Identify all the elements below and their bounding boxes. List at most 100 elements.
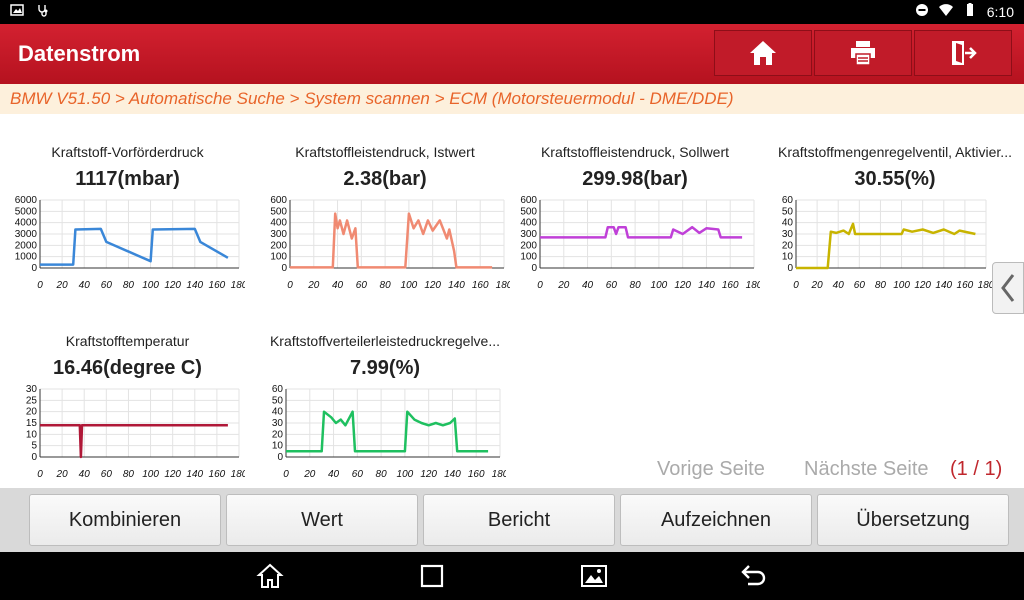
x-tick-label: 100 (142, 469, 159, 480)
y-tick-label: 100 (520, 252, 537, 263)
chart-title: Kraftstoff-Vorförderdruck (51, 144, 204, 160)
chart-value: 299.98(bar) (582, 168, 688, 190)
y-tick-label: 5 (31, 441, 37, 452)
x-tick-label: 20 (56, 280, 69, 291)
x-tick-label: 40 (79, 469, 91, 480)
y-tick-label: 25 (26, 395, 38, 406)
y-tick-label: 200 (520, 240, 537, 251)
y-tick-label: 30 (782, 229, 794, 240)
recent-apps-icon[interactable] (418, 562, 446, 590)
y-tick-label: 0 (787, 263, 793, 274)
x-tick-label: 80 (123, 469, 135, 480)
x-tick-label: 40 (328, 469, 340, 480)
series-line (40, 424, 228, 459)
x-tick-label: 180 (231, 469, 245, 480)
y-tick-label: 4000 (15, 218, 38, 229)
y-tick-label: 600 (270, 195, 287, 206)
chevron-left-icon (1001, 274, 1015, 302)
back-icon[interactable] (740, 562, 768, 590)
y-tick-label: 100 (270, 252, 287, 263)
x-tick-label: 100 (142, 280, 159, 291)
value-button[interactable]: Wert (226, 494, 418, 546)
x-tick-label: 180 (492, 469, 506, 480)
x-tick-label: 80 (630, 280, 642, 291)
chart-title: Kraftstoffverteilerleistedruckregelve... (269, 333, 501, 349)
x-tick-label: 20 (557, 280, 570, 291)
y-tick-label: 0 (31, 452, 37, 463)
y-tick-label: 50 (272, 395, 284, 406)
chart-fuel-temperature[interactable]: Kraftstofftemperatur 16.46(degree C) 30 2… (10, 333, 245, 483)
combine-button[interactable]: Kombinieren (29, 494, 221, 546)
translate-button[interactable]: Übersetzung (817, 494, 1009, 546)
home-button[interactable] (714, 30, 812, 76)
printer-icon (851, 41, 875, 66)
x-tick-label: 180 (496, 280, 510, 291)
chart-rail-pressure-target[interactable]: Kraftstoffleistendruck, Sollwert 299.98(… (510, 144, 760, 294)
y-tick-label: 3000 (15, 229, 38, 240)
x-tick-label: 0 (287, 280, 293, 291)
x-tick-label: 40 (582, 280, 594, 291)
chart-fuel-quantity-valve[interactable]: Kraftstoffmengenregelventil, Aktivier...… (766, 144, 1024, 294)
y-tick-label: 30 (26, 384, 38, 395)
y-tick-label: 5000 (15, 206, 38, 217)
y-tick-label: 600 (520, 195, 537, 206)
home-nav-icon[interactable] (256, 562, 284, 590)
chart-value: 1117(mbar) (75, 168, 180, 190)
page-title: Datenstrom (18, 41, 141, 66)
gallery-icon[interactable] (580, 562, 608, 590)
prev-page-link[interactable]: Vorige Seite (657, 458, 765, 480)
x-tick-label: 40 (833, 280, 845, 291)
chart-plot: 6050403020100020406080100120140160180 (782, 195, 992, 291)
y-tick-label: 0 (31, 263, 37, 274)
x-tick-label: 160 (472, 280, 489, 291)
y-tick-label: 20 (272, 429, 284, 440)
report-button[interactable]: Bericht (423, 494, 615, 546)
side-panel-toggle[interactable] (992, 262, 1024, 314)
x-tick-label: 0 (37, 280, 43, 291)
y-tick-label: 400 (270, 218, 287, 229)
next-page-link[interactable]: Nächste Seite (804, 458, 929, 480)
series-line (540, 225, 743, 239)
wifi-icon (938, 3, 953, 20)
x-tick-label: 60 (854, 280, 866, 291)
x-tick-label: 60 (606, 280, 618, 291)
x-tick-label: 0 (283, 469, 289, 480)
y-tick-label: 300 (270, 229, 287, 240)
x-tick-label: 120 (674, 280, 691, 291)
x-tick-label: 0 (537, 280, 543, 291)
y-tick-label: 15 (26, 418, 38, 429)
exit-button[interactable] (914, 30, 1012, 76)
chart-rail-pressure-valve[interactable]: Kraftstoffverteilerleistedruckregelve...… (256, 333, 514, 483)
chart-value: 30.55(%) (854, 168, 936, 190)
chart-fuel-prefeed-pressure[interactable]: Kraftstoff-Vorförderdruck 1117(mbar) 60 0… (10, 144, 245, 294)
x-tick-label: 160 (722, 280, 739, 291)
x-tick-label: 140 (186, 280, 203, 291)
x-tick-label: 120 (424, 280, 441, 291)
x-tick-label: 80 (875, 280, 887, 291)
x-tick-label: 20 (307, 280, 320, 291)
chart-rail-pressure-actual[interactable]: Kraftstoffleistendruck, Istwert 2.38(bar… (260, 144, 510, 294)
x-tick-label: 60 (101, 280, 113, 291)
x-tick-label: 120 (420, 469, 437, 480)
y-tick-label: 20 (26, 407, 38, 418)
y-tick-label: 300 (520, 229, 537, 240)
y-tick-label: 0 (531, 263, 537, 274)
chart-value: 7.99(%) (349, 357, 421, 379)
x-tick-label: 20 (303, 469, 316, 480)
page-count: (1 / 1) (950, 458, 1003, 480)
x-tick-label: 160 (209, 469, 226, 480)
y-tick-label: 50 (782, 206, 794, 217)
x-tick-label: 100 (401, 280, 418, 291)
y-tick-label: 10 (272, 441, 284, 452)
x-tick-label: 140 (935, 280, 952, 291)
record-button[interactable]: Aufzeichnen (620, 494, 812, 546)
x-tick-label: 20 (56, 469, 69, 480)
print-button[interactable] (814, 30, 912, 76)
x-tick-label: 140 (186, 469, 203, 480)
x-tick-label: 160 (957, 280, 974, 291)
y-tick-label: 500 (270, 206, 287, 217)
status-bar: 6:10 (0, 0, 1024, 24)
